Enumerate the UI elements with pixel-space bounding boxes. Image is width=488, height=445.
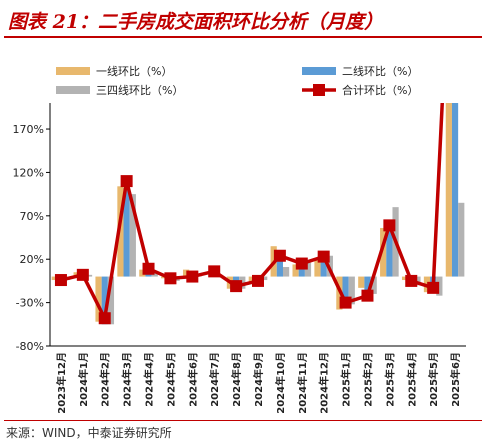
total-line-point [339,296,352,309]
total-line-point [427,281,440,294]
bar-series-2 [123,188,130,277]
legend-swatch-marker [313,84,325,96]
bar-series-1 [117,186,124,277]
bar-series-3 [239,276,246,289]
x-tick-label: 2025年3月 [383,352,396,407]
x-tick-label: 2024年11月 [296,352,309,414]
y-tick-label: 20% [20,253,44,266]
legend-swatch [56,86,90,94]
bar-series-3 [458,202,465,277]
bar-series-1 [139,269,146,277]
bar-series-2 [386,228,393,277]
total-line-point [76,268,89,281]
total-line-point [164,272,177,285]
bar-series-1 [51,276,58,281]
legend-label: 二线环比（%） [342,64,418,78]
bar-series-3 [107,276,115,325]
y-tick-label: 120% [13,166,44,179]
total-line-point [120,175,133,188]
bar-series-1 [248,276,255,282]
total-line-point [208,265,221,278]
bar-series-3 [261,276,268,281]
bar-series-3 [304,262,312,277]
x-tick-label: 2024年6月 [186,352,199,407]
bar-series-1 [292,264,299,277]
x-tick-label: 2024年7月 [208,352,221,407]
y-tick-label: 70% [20,210,44,223]
bar-series-3 [414,276,421,286]
bar-series-1 [401,276,409,281]
page-title: 图表 21：二手房成交面积环比分析（月度） [8,11,384,33]
total-line-point [230,280,243,293]
bar-series-2 [298,264,305,277]
legend-label: 三四线环比（%） [96,83,183,97]
bar-series-1 [314,259,321,277]
total-line-point [273,249,286,262]
total-line-point [383,219,396,232]
x-axis: 2023年12月 2024年1月 2024年2月 2024年3月 2024年4月 2024… [50,345,466,414]
x-tick-label: 2024年1月 [77,352,90,407]
y-axis: -80% -30% 20% 70% 120% 170% [13,103,51,353]
bar-series-3 [282,267,290,277]
bar-series-2 [320,256,327,277]
legend: 一线环比（%） 二线环比（%） 三四线环比（%） 合计环比（%） [56,64,418,97]
total-line-point [54,274,67,287]
total-line-point [186,270,199,283]
y-tick-label: -30% [16,297,44,310]
bar-series-1 [73,272,80,277]
bar-series-2 [342,276,349,307]
x-tick-label: 2023年12月 [55,352,68,414]
x-tick-label: 2025年5月 [427,352,440,407]
bar-series-3 [151,273,158,277]
total-line-point [252,274,264,287]
bar-series-3 [129,194,136,277]
x-tick-label: 2024年4月 [143,352,156,407]
bar-series-1 [445,103,452,277]
total-line-layer [54,103,445,325]
bar-series-3 [370,276,377,294]
bar-series-2 [451,103,459,277]
total-line-point [317,250,330,263]
footer-rule [4,420,482,421]
total-line-point [98,312,111,325]
total-line-point [142,262,155,275]
bar-series-1 [358,276,365,288]
chart: 一线环比（%） 二线环比（%） 三四线环比（%） 合计环比（%） -80% -30% 20… [13,64,466,414]
x-tick-label: 2024年5月 [164,352,177,407]
legend-swatch [302,67,336,75]
x-tick-label: 2024年8月 [230,352,243,407]
legend-label: 合计环比（%） [342,83,418,97]
total-line-point [295,257,308,270]
title-bar: 图表 21：二手房成交面积环比分析（月度） [4,2,482,38]
bar-series-2 [276,254,283,277]
bar-series-2 [101,276,108,325]
legend-label: 一线环比（%） [96,64,172,78]
x-tick-label: 2024年9月 [252,352,265,407]
bar-series-3 [85,274,93,277]
x-tick-label: 2025年1月 [340,352,353,407]
x-tick-label: 2025年2月 [361,352,374,407]
x-tick-label: 2025年4月 [405,352,418,407]
x-tick-label: 2024年2月 [99,352,112,407]
bar-series-3 [436,276,443,296]
bar-series-1 [95,276,102,322]
total-line-point [361,289,374,302]
legend-swatch [56,67,90,75]
x-tick-label: 2025年6月 [449,352,462,407]
bar-series-2 [364,276,371,294]
x-tick-label: 2024年12月 [318,352,331,414]
source-note: 来源：WIND，中泰证券研究所 [6,426,172,440]
x-tick-label: 2024年3月 [121,352,134,407]
bar-series-1 [183,269,190,277]
y-tick-label: -80% [16,340,44,353]
bar-series-3 [348,276,355,305]
bar-series-1 [380,227,387,277]
total-line-point [405,274,418,287]
x-tick-label: 2024年10月 [274,352,287,414]
y-tick-label: 170% [13,123,44,136]
